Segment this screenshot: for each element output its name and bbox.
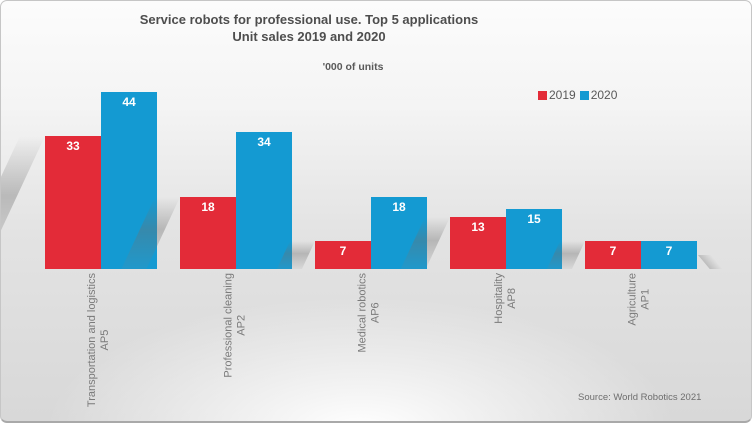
- bar-value-2020-ap6: 18: [392, 200, 406, 214]
- bar-value-2019-ap5: 33: [66, 139, 80, 153]
- bar-value-2019-ap6: 7: [339, 244, 347, 258]
- source-note: Source: World Robotics 2021: [578, 392, 702, 403]
- bar-2020-ap2: 34: [236, 132, 292, 269]
- category-label-agriculture: Agriculture AP1: [626, 273, 652, 326]
- bar-value-2020-ap8: 15: [527, 212, 541, 226]
- units-label: '000 of units: [322, 61, 384, 73]
- category-label-medical: Medical robotics AP6: [356, 273, 382, 353]
- bar-value-2019-ap1: 7: [609, 244, 617, 258]
- bar-2019-ap8: 13: [450, 217, 506, 269]
- legend-swatch-2019: [538, 90, 547, 100]
- bar-2020-ap8: 15: [506, 209, 562, 269]
- bar-2019-ap2: 18: [180, 197, 236, 269]
- bar-2019-ap6: 7: [315, 241, 371, 269]
- category-label-hospitality: Hospitality AP8: [492, 273, 518, 324]
- bar-2020-ap6: 18: [371, 197, 427, 269]
- bar-value-2019-ap8: 13: [471, 220, 485, 234]
- bar-2019-ap5: 33: [45, 136, 101, 269]
- legend-item-2019: 2019: [538, 88, 576, 102]
- bar-value-2020-ap2: 34: [257, 135, 271, 149]
- bar-2019-ap1: 7: [585, 241, 641, 269]
- chart-title-line2: Unit sales 2019 and 2020: [232, 29, 386, 44]
- bar-2020-ap5: 44: [101, 92, 157, 269]
- legend-label-2020: 2020: [590, 88, 618, 102]
- chart-title: Service robots for professional use. Top…: [59, 11, 559, 45]
- floor-shadow-end: [698, 255, 723, 269]
- legend: 2019 2020: [538, 88, 617, 102]
- legend-swatch-2020: [579, 90, 589, 100]
- legend-item-2020: 2020: [579, 88, 618, 102]
- chart-title-line1: Service robots for professional use. Top…: [139, 12, 479, 27]
- category-label-transportation: Transportation and logistics AP5: [86, 273, 112, 408]
- bar-value-2020-ap5: 44: [122, 95, 136, 109]
- bar-group-shadow-ap5: [1, 136, 46, 269]
- bar-value-2019-ap2: 18: [201, 200, 215, 214]
- category-label-cleaning: Professional cleaning AP2: [222, 273, 248, 378]
- bar-2020-ap1: 7: [641, 241, 697, 269]
- legend-label-2019: 2019: [549, 88, 576, 102]
- bar-value-2020-ap1: 7: [665, 244, 673, 258]
